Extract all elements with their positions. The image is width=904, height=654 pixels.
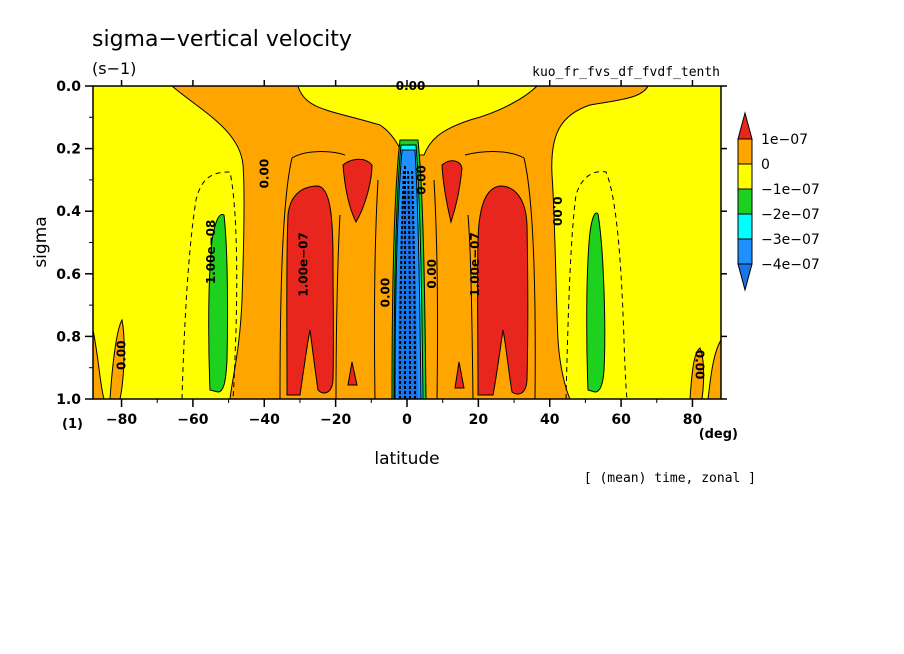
colorbar-bottom-arrow [737, 263, 753, 292]
y-axis: 0.0 0.2 0.4 0.6 0.8 1.0 [56, 79, 727, 408]
colorbar-swatch [737, 238, 753, 265]
colorbar-swatch [737, 163, 753, 190]
contour-label: 0.00 [425, 259, 439, 289]
fill-red-upper-north [441, 160, 463, 224]
contour-dashed-equator [399, 165, 416, 399]
plot-area: 0.00 0.00 0.00 0.00 0.00 1.00e−07 1.00e−07 1.00… [92, 79, 722, 400]
contour-inner-north [433, 179, 474, 399]
contour-label: 0.00 [550, 196, 564, 226]
y-tick-label: 1.0 [56, 392, 81, 408]
contour-label: 1.00e−07 [468, 232, 482, 297]
colorbar: 1e−07 0 −1e−07 −2e−07 −3e−07 −4e−07 [737, 111, 820, 292]
chart-units: (s−1) [92, 59, 136, 78]
contour-label: 1.00e−08 [204, 220, 218, 285]
fill-green-north [586, 212, 606, 393]
fill-green-south [208, 213, 229, 393]
colorbar-top-arrow [737, 111, 753, 140]
colorbar-level-label: −2e−07 [761, 207, 820, 223]
fill-red-south [286, 185, 334, 396]
x-tick-label: 60 [611, 412, 631, 428]
contour-labels: 0.00 0.00 0.00 0.00 0.00 1.00e−07 1.00e−07 1.00… [115, 79, 707, 379]
x-unit-label: (deg) [699, 427, 738, 442]
contour-label: 0.00 [379, 278, 393, 308]
contour-inner-south [335, 179, 379, 399]
colorbar-swatch [737, 138, 753, 165]
x-tick-label: −40 [249, 412, 280, 428]
y-tick-label: 0.0 [56, 79, 81, 95]
fill-red-upper-south [342, 158, 373, 224]
fill-red-lower-north [454, 361, 465, 389]
x-tick-label: 80 [683, 412, 703, 428]
colorbar-swatch [737, 213, 753, 240]
colorbar-swatch [737, 188, 753, 215]
x-tick-label: 0 [402, 412, 412, 428]
contour-dashed-north [565, 171, 628, 399]
x-tick-label: −80 [106, 412, 137, 428]
colorbar-level-label: −1e−07 [761, 182, 820, 198]
contour-label: 1.00e−07 [297, 232, 311, 297]
x-axis: −80 −60 −40 −20 0 20 40 60 80 [106, 80, 703, 428]
contour-label: 0.00 [693, 350, 707, 380]
y-axis-label: sigma [31, 216, 51, 267]
footer-note: [ (mean) time, zonal ] [584, 471, 756, 486]
y-tick-label: 0.4 [56, 204, 81, 220]
y-tick-label: 0.6 [56, 267, 81, 283]
y-tick-label: 0.8 [56, 329, 81, 345]
contour-label: 0.00 [115, 340, 129, 370]
contour-label: 0.00 [396, 79, 426, 93]
y-unit-label: (1) [62, 417, 83, 432]
experiment-name: kuo_fr_fvs_df_fvdf_tenth [532, 65, 720, 80]
fill-red-lower-south [347, 361, 358, 386]
contour-dashed-south [181, 171, 238, 399]
contour-label: 0.00 [414, 165, 428, 195]
x-tick-label: −20 [320, 412, 351, 428]
x-tick-label: 40 [540, 412, 560, 428]
contour-label: 0.00 [257, 159, 271, 189]
fill-red-north [477, 185, 529, 396]
x-axis-label: latitude [374, 449, 439, 469]
x-tick-label: −60 [177, 412, 208, 428]
contour-thin-south [279, 151, 346, 399]
contour-fills [93, 86, 721, 399]
colorbar-level-label: −3e−07 [761, 232, 820, 248]
colorbar-level-label: −4e−07 [761, 257, 820, 273]
colorbar-level-label: 0 [761, 157, 770, 173]
x-tick-label: 20 [469, 412, 489, 428]
chart-title: sigma−vertical velocity [92, 27, 352, 52]
contour-thin-north [464, 151, 536, 399]
y-tick-label: 0.2 [56, 142, 81, 158]
colorbar-level-label: 1e−07 [761, 132, 808, 148]
